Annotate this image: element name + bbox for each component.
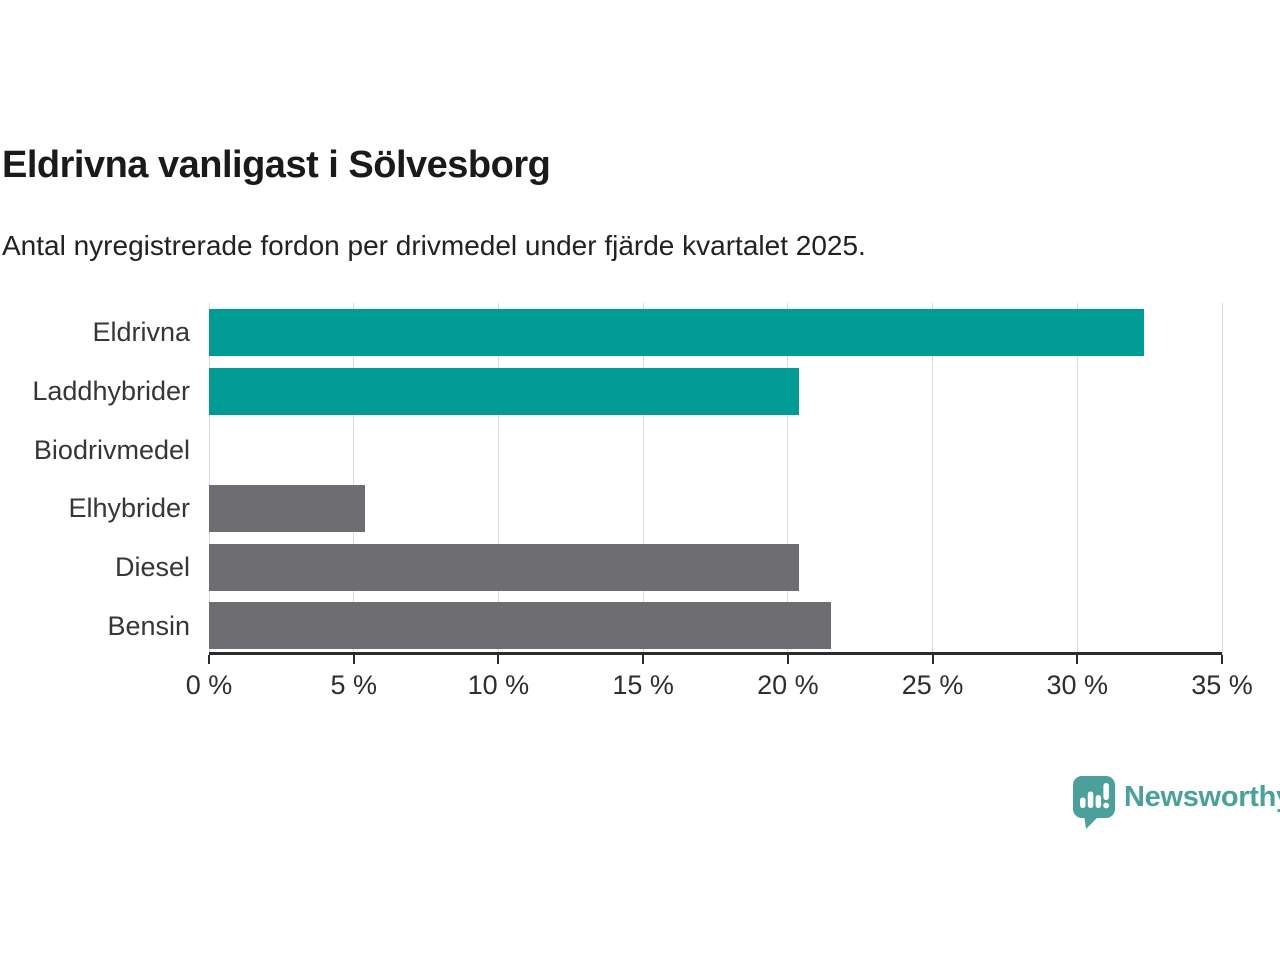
x-axis-tick-label: 10 % <box>467 670 530 700</box>
newsworthy-logo: Newsworthy <box>1073 776 1280 830</box>
chart-subtitle: Antal nyregistrerade fordon per drivmede… <box>2 230 866 261</box>
category-label: Biodrivmedel <box>33 434 190 465</box>
x-axis-tick <box>1221 655 1223 664</box>
bar-elhybrider <box>209 484 366 532</box>
gridline <box>497 303 499 655</box>
x-axis-tick <box>931 655 934 664</box>
x-axis-tick-label: 25 % <box>901 670 964 700</box>
bar-eldrivna <box>209 308 1144 356</box>
newsworthy-icon <box>1073 776 1115 829</box>
gridline <box>1221 303 1223 655</box>
x-axis-line <box>209 652 1222 655</box>
x-axis-tick-label: 35 % <box>1191 670 1253 700</box>
category-label: Laddhybrider <box>32 376 190 406</box>
gridline <box>1076 303 1078 655</box>
category-label: Diesel <box>114 552 190 582</box>
x-axis-tick-label: 30 % <box>1046 670 1109 700</box>
gridline <box>642 303 644 655</box>
x-axis-tick-label: 0 % <box>185 670 233 700</box>
x-axis-tick-label: 5 % <box>330 670 377 700</box>
bar-laddhybrider <box>209 367 800 415</box>
x-axis-tick <box>786 655 789 664</box>
category-label: Bensin <box>107 610 190 641</box>
bar-bensin <box>209 602 832 650</box>
gridline <box>932 303 934 655</box>
x-axis-tick <box>1076 655 1079 664</box>
chart-title: Eldrivna vanligast i Sölvesborg <box>2 144 551 186</box>
gridline <box>353 303 355 655</box>
x-axis-tick <box>352 655 355 664</box>
category-label: Eldrivna <box>92 317 190 348</box>
x-axis-tick <box>208 655 210 664</box>
x-axis-tick <box>642 655 645 664</box>
x-axis-tick-label: 15 % <box>612 670 674 700</box>
x-axis-tick-label: 20 % <box>757 670 819 700</box>
gridline <box>208 303 210 655</box>
bar-diesel <box>209 543 800 591</box>
gridline <box>787 303 789 655</box>
brand-name: Newsworthy <box>1124 781 1280 813</box>
category-label: Elhybrider <box>68 493 190 524</box>
x-axis-tick <box>497 655 500 664</box>
